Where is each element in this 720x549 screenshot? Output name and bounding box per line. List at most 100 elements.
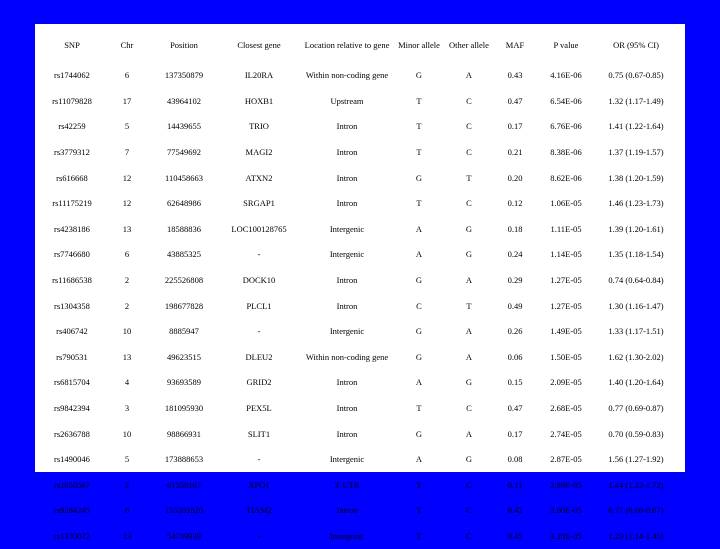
cell-location: Intron — [336, 403, 358, 414]
cell-closest-gene: - — [257, 530, 261, 541]
cell-p-value: 3.28E-05 — [550, 530, 582, 541]
cell-p-value: 2.68E-05 — [550, 403, 582, 414]
cell-position: 54739939 — [167, 530, 201, 541]
cell-maf: 0.11 — [507, 479, 523, 490]
cell-maf: 0.45 — [507, 530, 523, 541]
cell-chr: 3 — [124, 403, 130, 414]
cell-location: Intron — [336, 300, 358, 311]
cell-other-allele: C — [466, 121, 472, 132]
cell-other-allele: G — [465, 249, 473, 260]
cell-maf: 0.18 — [507, 223, 523, 234]
cell-minor-allele: C — [416, 300, 422, 311]
table-row: rs1050567 2 61559167 XPO1 3' UTR T C 0.11 2.89E-… — [41, 473, 677, 499]
table-row: rs1304358 2 198677828 PLCL1 Intron C T 0.49 1.27… — [41, 293, 677, 319]
header-location: Location relative to gene — [304, 39, 390, 50]
cell-snp: rs1370072 — [54, 530, 90, 541]
cell-position: 181095930 — [164, 403, 204, 414]
cell-p-value: 2.09E-05 — [550, 377, 582, 388]
cell-snp: rs3779312 — [54, 147, 90, 158]
cell-minor-allele: T — [416, 121, 422, 132]
table-row: rs3779312 7 77549692 MAGI2 Intron T C 0.21 8.38E… — [41, 140, 677, 166]
table-panel: SNP Chr Position Closest gene Location r… — [35, 24, 685, 541]
cell-snp: rs9842394 — [54, 403, 90, 414]
cell-snp: rs7746680 — [54, 249, 90, 260]
cell-location: Within non-coding gene — [305, 351, 389, 362]
cell-position: 8885947 — [169, 326, 199, 337]
cell-maf: 0.43 — [507, 70, 523, 81]
cell-maf: 0.49 — [507, 300, 523, 311]
cell-location: Intergenic — [329, 530, 365, 541]
header-position: Position — [170, 39, 198, 50]
cell-snp: rs616668 — [56, 172, 88, 183]
cell-closest-gene: SRGAP1 — [243, 198, 275, 209]
cell-position: 49623515 — [167, 351, 201, 362]
cell-maf: 0.15 — [507, 377, 523, 388]
cell-odds-ratio: 1.41 (1.22-1.64) — [608, 121, 664, 132]
cell-minor-allele: T — [416, 479, 422, 490]
table-row: rs2636788 10 98866931 SLIT1 Intron G A 0.17 2.74… — [41, 421, 677, 447]
cell-p-value: 1.27E-05 — [550, 275, 582, 286]
cell-closest-gene: SLIT1 — [247, 428, 271, 439]
cell-snp: rs11175219 — [52, 198, 92, 209]
table-row: rs9842394 3 181095930 PEX5L Intron T C 0.47 2.68… — [41, 396, 677, 422]
cell-position: 225526808 — [164, 275, 204, 286]
cell-maf: 0.12 — [507, 198, 523, 209]
table-row: rs11686538 2 225526808 DOCK10 Intron G A 0.29 1.… — [41, 268, 677, 294]
cell-p-value: 2.74E-05 — [550, 428, 582, 439]
cell-odds-ratio: 0.74 (0.64-0.84) — [608, 275, 664, 286]
cell-maf: 0.47 — [507, 95, 523, 106]
cell-position: 98866931 — [167, 428, 201, 439]
cell-p-value: 1.14E-05 — [550, 249, 582, 260]
cell-p-value: 8.62E-06 — [550, 172, 582, 183]
cell-chr: 7 — [124, 147, 130, 158]
cell-minor-allele: T — [416, 505, 422, 516]
cell-chr: 2 — [124, 300, 130, 311]
cell-odds-ratio: 1.33 (1.17-1.51) — [608, 326, 664, 337]
cell-chr: 2 — [124, 479, 130, 490]
cell-maf: 0.24 — [507, 249, 523, 260]
cell-location: Intergenic — [329, 326, 365, 337]
cell-chr: 13 — [122, 530, 132, 541]
cell-closest-gene: DOCK10 — [242, 275, 276, 286]
header-row: SNP Chr Position Closest gene Location r… — [41, 27, 677, 63]
cell-odds-ratio: 0.77 (0.68-0.87) — [608, 505, 664, 516]
cell-other-allele: G — [465, 223, 473, 234]
cell-snp: rs790531 — [56, 351, 88, 362]
cell-other-allele: G — [465, 377, 473, 388]
cell-other-allele: T — [466, 172, 472, 183]
cell-location: 3' UTR — [334, 479, 360, 490]
cell-chr: 12 — [122, 172, 132, 183]
cell-closest-gene: HOXB1 — [244, 95, 274, 106]
table-row: rs406742 10 8885947 - Intergenic G A 0.26 1.49E-… — [41, 319, 677, 345]
cell-other-allele: T — [466, 300, 472, 311]
cell-location: Intron — [336, 428, 358, 439]
cell-other-allele: A — [465, 70, 473, 81]
cell-p-value: 2.87E-05 — [550, 454, 582, 465]
header-p-value: P value — [553, 39, 579, 50]
cell-chr: 6 — [124, 249, 130, 260]
cell-minor-allele: A — [415, 377, 423, 388]
cell-minor-allele: T — [416, 403, 422, 414]
cell-closest-gene: DLEU2 — [245, 351, 273, 362]
cell-position: 198677828 — [164, 300, 204, 311]
cell-p-value: 1.06E-05 — [550, 198, 582, 209]
cell-location: Within non-coding gene — [305, 70, 389, 81]
cell-odds-ratio: 1.30 (1.16-1.47) — [608, 300, 664, 311]
cell-closest-gene: XPO1 — [248, 479, 270, 490]
cell-chr: 17 — [122, 95, 132, 106]
table-row: rs7746680 6 43885325 - Intergenic A G 0.24 1.14E… — [41, 242, 677, 268]
cell-position: 61559167 — [167, 479, 201, 490]
cell-minor-allele: G — [415, 70, 423, 81]
cell-position: 14439655 — [167, 121, 201, 132]
table-row: rs1744062 6 137350879 IL20RA Within non-codi… — [41, 63, 677, 89]
cell-odds-ratio: 1.46 (1.23-1.73) — [608, 198, 664, 209]
cell-chr: 13 — [122, 351, 132, 362]
cell-other-allele: C — [466, 530, 472, 541]
cell-maf: 0.47 — [507, 403, 523, 414]
cell-snp: rs406742 — [56, 326, 88, 337]
cell-odds-ratio: 1.44 (1.22-1.72) — [608, 479, 664, 490]
cell-location: Intergenic — [329, 454, 365, 465]
cell-odds-ratio: 0.70 (0.59-0.83) — [608, 428, 664, 439]
cell-minor-allele: G — [415, 351, 423, 362]
cell-snp: rs11079828 — [52, 95, 92, 106]
